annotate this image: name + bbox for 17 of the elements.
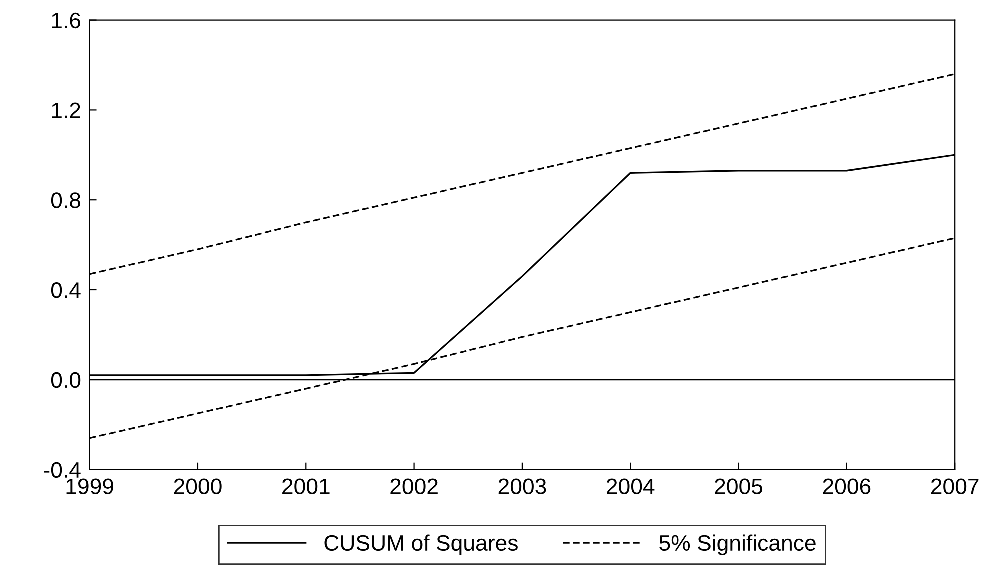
x-tick-label: 2005 (715, 478, 763, 494)
x-tick-label: 2007 (931, 478, 979, 494)
y-tick-label: -0.4 (44, 462, 81, 478)
y-tick-label: 1.2 (52, 102, 80, 118)
x-tick-label: 2004 (607, 478, 655, 494)
y-tick-label: 0.0 (51, 372, 81, 388)
x-tick-label: 2001 (282, 478, 330, 494)
x-tick-label: 2003 (498, 478, 546, 494)
x-tick-label: 2002 (390, 478, 438, 494)
y-tick-label: 0.4 (51, 282, 81, 298)
y-tick-label: 1.6 (52, 12, 81, 29)
x-tick-label: 1999 (66, 478, 114, 494)
legend-label: 5% Significance (660, 534, 816, 556)
x-tick-label: 2006 (823, 478, 871, 494)
legend-label: CUSUM of Squares (324, 534, 518, 556)
y-tick-label: 0.8 (51, 192, 81, 208)
x-tick-label: 2000 (174, 478, 222, 494)
